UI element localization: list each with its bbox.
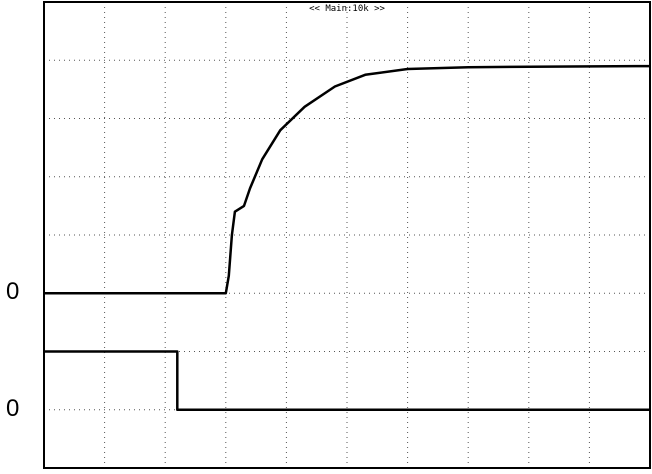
zero-level-label-2: 0: [6, 394, 20, 422]
trace-2: [44, 350, 650, 412]
chart-title: << Main:10k >>: [309, 4, 385, 14]
trace-1: [44, 64, 651, 295]
zero-level-label-1: 0: [6, 278, 20, 306]
plot-border: [43, 1, 651, 469]
traces: [44, 64, 651, 412]
